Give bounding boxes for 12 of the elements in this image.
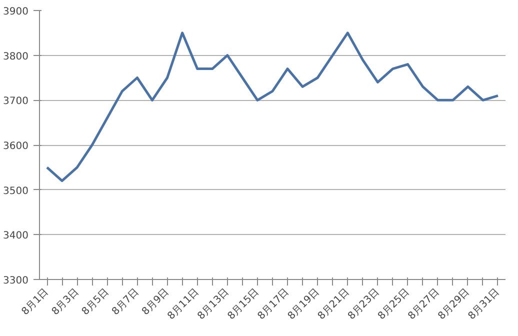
y-tick-label: 3400 xyxy=(3,230,29,242)
y-tick-label: 3300 xyxy=(3,276,29,286)
x-tick-label: 8月5日 xyxy=(80,286,112,318)
x-tick-label: 8月3日 xyxy=(50,286,81,318)
y-tick-label: 3900 xyxy=(3,6,29,18)
y-tick-label: 3600 xyxy=(3,141,29,152)
x-tick-label: 8月7日 xyxy=(110,286,142,318)
x-tick-label: 8月1日 xyxy=(20,286,51,318)
y-tick-label: 3500 xyxy=(3,186,29,197)
line-series xyxy=(46,32,500,182)
y-tick-label: 3800 xyxy=(3,51,29,62)
y-tick-label: 3700 xyxy=(3,96,29,108)
